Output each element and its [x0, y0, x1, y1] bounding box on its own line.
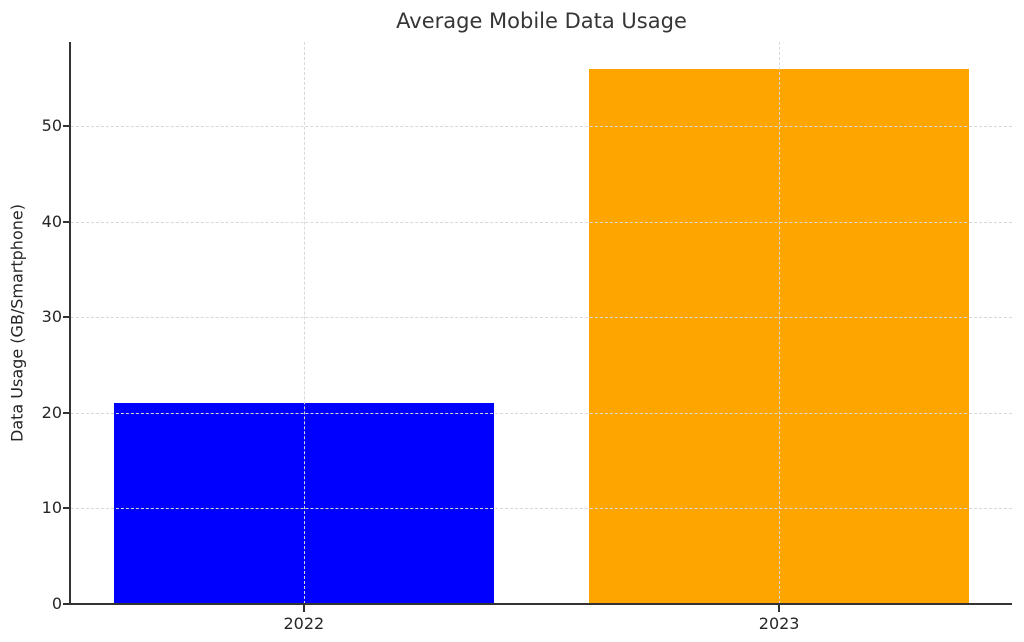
y-tick-mark-30	[63, 316, 70, 319]
y-tick-label-30: 30	[41, 307, 62, 327]
x-tick-label-2023: 2023	[758, 614, 800, 633]
y-tick-mark-10	[63, 507, 70, 510]
y-tick-label-0: 0	[51, 594, 62, 613]
plot-area	[71, 42, 1012, 604]
bar-2023	[589, 68, 970, 604]
x-axis-spine	[69, 603, 1012, 605]
y-tick-mark-50	[63, 125, 70, 128]
chart-title: Average Mobile Data Usage	[396, 9, 687, 33]
y-axis-spine	[69, 42, 71, 605]
y-tick-label-20: 20	[41, 402, 62, 422]
x-tick-mark-2022	[302, 605, 305, 612]
bars-layer	[71, 42, 1012, 604]
bar-2022	[113, 403, 494, 604]
x-tick-mark-2023	[778, 605, 781, 612]
y-tick-mark-0	[63, 603, 70, 605]
y-tick-mark-40	[63, 220, 70, 223]
y-tick-mark-20	[63, 411, 70, 414]
y-tick-label-10: 10	[41, 498, 62, 518]
y-tick-label-50: 50	[41, 116, 62, 136]
x-tick-label-2022: 2022	[283, 614, 325, 633]
y-tick-label-40: 40	[41, 211, 62, 231]
